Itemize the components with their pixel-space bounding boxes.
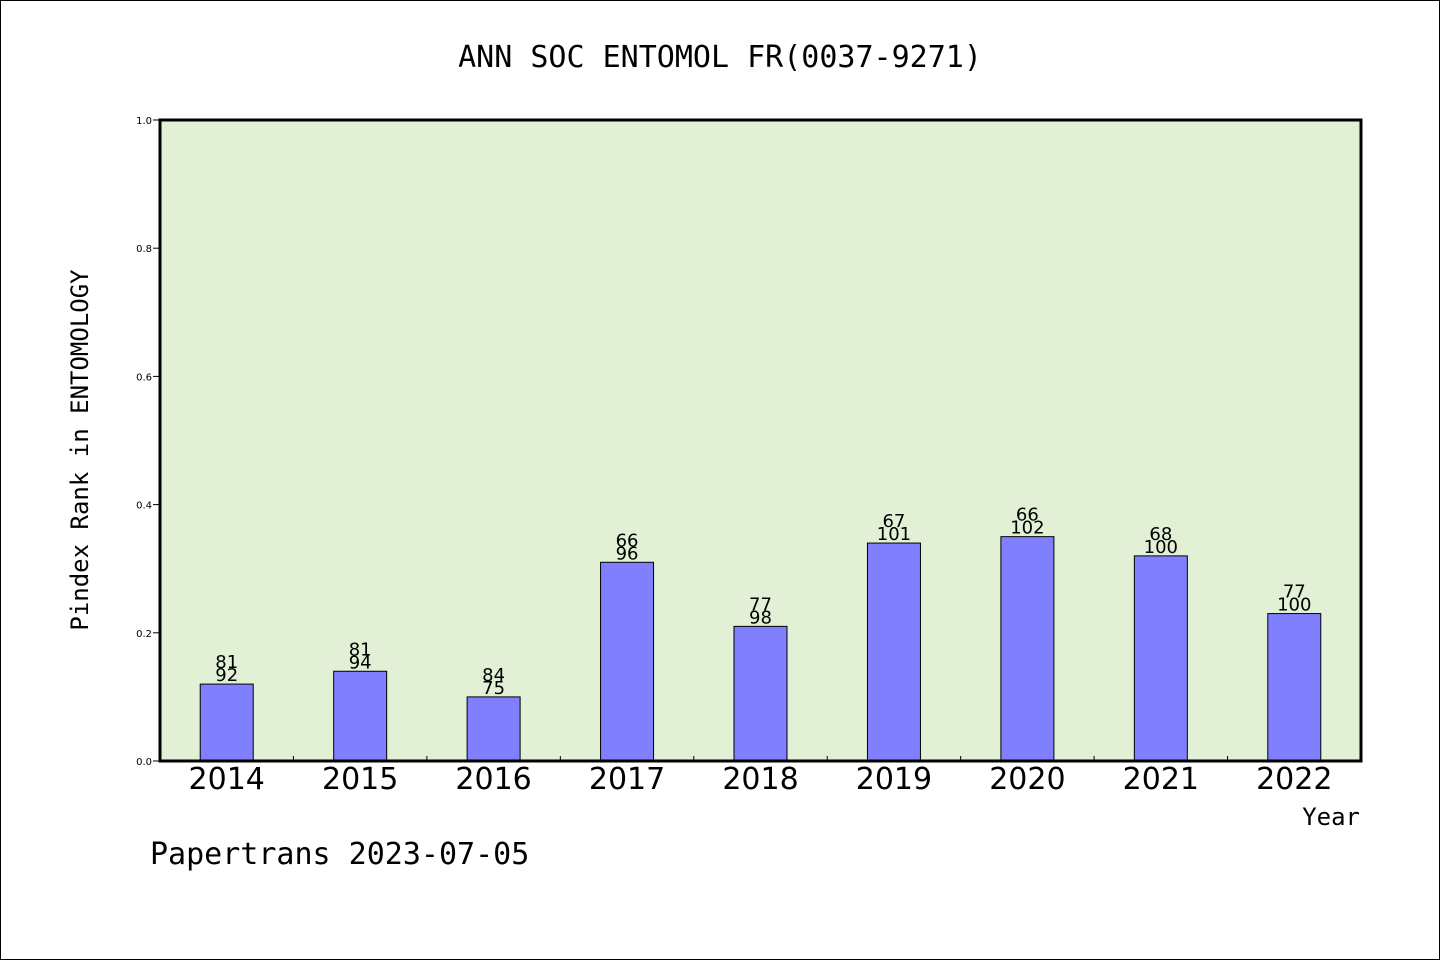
x-tick-label: 2015 — [322, 762, 398, 797]
y-axis-label: Pindex Rank in ENTOMOLOGY — [66, 269, 94, 631]
bar-2016 — [466, 696, 521, 762]
bar-label-top: 66 — [616, 530, 639, 551]
x-tick-label: 2017 — [589, 762, 665, 797]
bar-2021 — [1133, 555, 1188, 762]
footer-text: Papertrans 2023-07-05 — [150, 837, 529, 872]
bar-2019 — [866, 542, 921, 762]
x-tick-label: 2020 — [989, 762, 1065, 797]
y-tick-label: 0.4 — [136, 501, 152, 512]
y-axis-ticks: 0.0 0.2 0.4 0.6 0.8 1.0 — [136, 116, 160, 768]
x-tick-label: 2018 — [722, 762, 798, 797]
y-tick-label: 0.6 — [136, 372, 152, 383]
bar-label-bottom: 92 — [215, 665, 238, 686]
bar-label-bottom: 101 — [877, 524, 911, 545]
chart-title: ANN SOC ENTOMOL FR(0037-9271) — [458, 40, 982, 75]
bar-label-top: 84 — [482, 665, 505, 686]
plot-border — [158, 118, 1363, 763]
bar-2020 — [1000, 536, 1055, 762]
x-tick-label: 2022 — [1256, 762, 1332, 797]
bar-label-top: 68 — [1149, 524, 1172, 545]
bar-label-bottom: 102 — [1010, 518, 1044, 539]
bar-label-top: 81 — [215, 652, 238, 673]
bar-2017 — [600, 561, 655, 762]
bar-label-bottom: 100 — [1144, 537, 1178, 558]
bar-label-top: 77 — [749, 594, 772, 615]
bar-2022 — [1267, 613, 1322, 762]
x-axis-label: Year — [1302, 803, 1360, 831]
x-axis-ticks: 2014 2015 2016 2017 2018 2019 2020 2021 2022 — [189, 756, 1332, 797]
x-tick-label: 2021 — [1123, 762, 1199, 797]
bar-label-top: 66 — [1016, 505, 1039, 526]
y-tick-label: 0.2 — [136, 629, 152, 640]
bar-label-bottom: 98 — [749, 607, 772, 628]
bar-label-top: 81 — [349, 639, 372, 660]
bar-2018 — [733, 625, 788, 762]
y-tick-label: 0.8 — [136, 244, 152, 255]
x-tick-label: 2016 — [455, 762, 531, 797]
bar-label-bottom: 94 — [349, 652, 372, 673]
bar-2015 — [333, 670, 388, 762]
y-tick-label: 0.0 — [136, 757, 152, 768]
y-tick-label: 1.0 — [136, 116, 152, 127]
bar-label-bottom: 100 — [1277, 595, 1311, 616]
bar-label-top: 67 — [882, 511, 905, 532]
x-tick-label: 2019 — [856, 762, 932, 797]
x-tick-label: 2014 — [189, 762, 265, 797]
bar-2014 — [199, 683, 254, 762]
bar-label-bottom: 96 — [616, 543, 639, 564]
bar-label-top: 77 — [1283, 582, 1306, 603]
bar-label-bottom: 75 — [482, 678, 505, 699]
